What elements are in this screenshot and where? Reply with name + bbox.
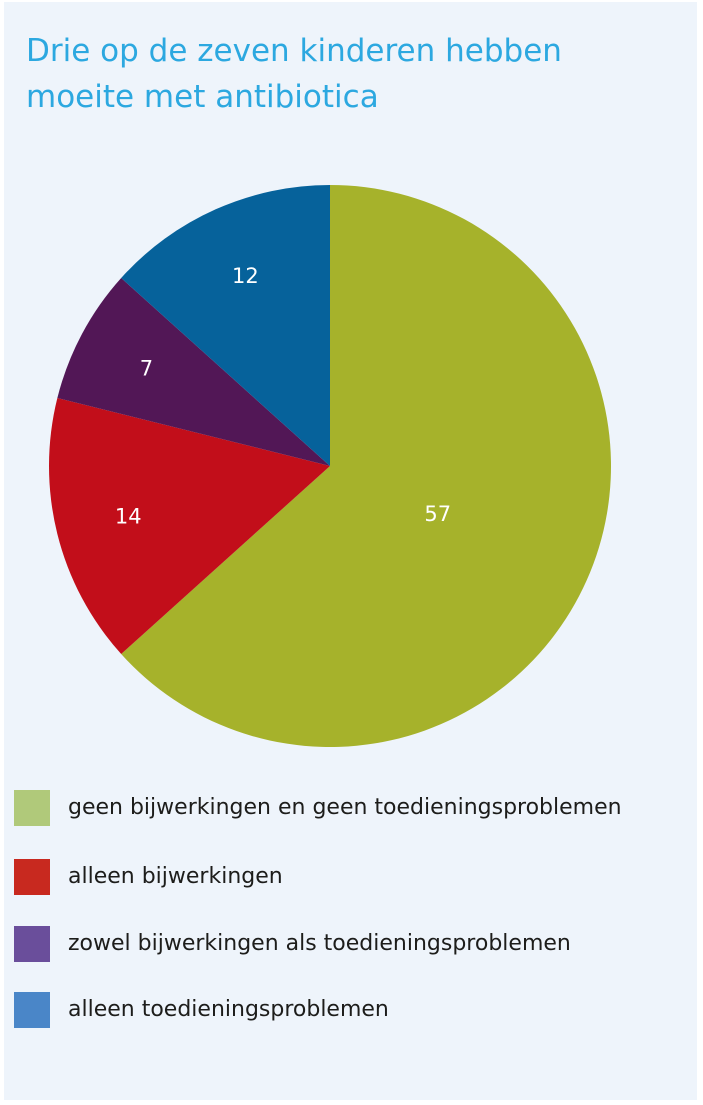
pie-slices [49, 185, 611, 747]
legend-item: zowel bijwerkingen als toedieningsproble… [14, 926, 694, 962]
legend-label: zowel bijwerkingen als toedieningsproble… [68, 931, 571, 956]
legend-swatch [14, 992, 50, 1028]
legend-swatch [14, 859, 50, 895]
chart-title: Drie op de zeven kinderen hebben moeite … [26, 33, 562, 115]
legend-item: alleen bijwerkingen [14, 859, 694, 895]
pie-slice-value-label: 12 [232, 264, 259, 288]
pie-slice [121, 185, 331, 466]
pie-slice [49, 398, 331, 655]
legend-label: alleen toedieningsproblemen [68, 997, 389, 1022]
legend-swatch [14, 790, 50, 826]
legend-item: alleen toedieningsproblemen [14, 992, 694, 1028]
legend-swatch [14, 926, 50, 962]
pie-slice-value-label: 57 [424, 502, 451, 526]
pie-slice-value-label: 14 [115, 504, 142, 528]
legend-item: geen bijwerkingen en geen toedieningspro… [14, 790, 694, 826]
legend-label: alleen bijwerkingen [68, 864, 283, 889]
pie-slice [121, 185, 611, 747]
pie-slice [57, 277, 330, 466]
pie-slice-labels: 57 14 7 12 [115, 264, 451, 528]
legend-label: geen bijwerkingen en geen toedieningspro… [68, 795, 622, 820]
pie-slice-value-label: 7 [140, 356, 153, 380]
